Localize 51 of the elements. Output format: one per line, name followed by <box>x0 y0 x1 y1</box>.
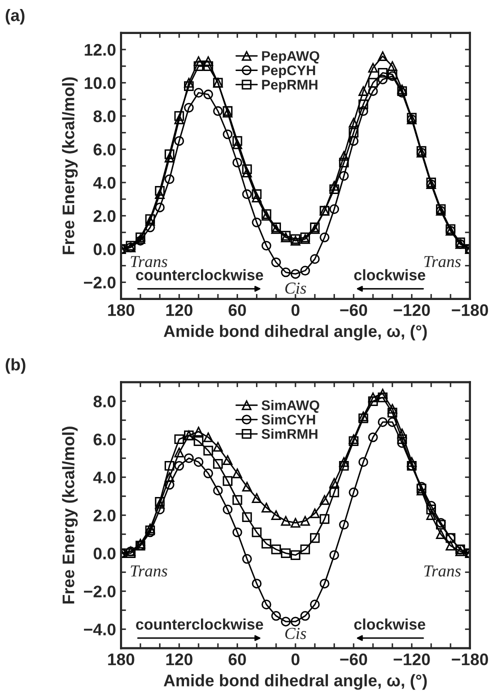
annotation: counterclockwise <box>136 618 264 630</box>
x-tick-label: 180 <box>108 654 134 666</box>
y-tick-label: −2.0 <box>84 586 116 598</box>
x-tick-label: −60 <box>340 304 368 316</box>
x-tick-label: −180 <box>452 654 488 666</box>
x-tick-label: 0 <box>291 304 300 316</box>
x-axis-title: Amide bond dihedral angle, ω, (°) <box>164 324 427 340</box>
y-axis-title: Free Energy (kcal/mol) <box>62 77 78 254</box>
y-tick-label: 2.0 <box>94 510 116 522</box>
annotation: Trans <box>424 256 461 268</box>
y-tick-label: 12.0 <box>84 44 116 56</box>
annotation: Cis <box>285 282 306 294</box>
x-tick-label: 120 <box>166 304 192 316</box>
x-tick-label: −120 <box>394 304 430 316</box>
chart-title: (a) <box>6 8 24 24</box>
y-tick-label: 4.0 <box>93 472 116 484</box>
legend-label: PepRMH <box>262 80 318 92</box>
y-tick-label: 0.0 <box>94 243 116 256</box>
y-tick-label: 6.0 <box>94 144 116 156</box>
y-tick-label: 10.0 <box>84 77 116 89</box>
legend-label: PepAWQ <box>262 51 320 64</box>
y-tick-label: 0.0 <box>94 548 116 560</box>
y-axis-title: Free Energy (kcal/mol) <box>62 426 78 604</box>
legend-label: SimRMH <box>262 428 318 439</box>
y-tick-label: 4.0 <box>93 176 116 189</box>
x-tick-label: 60 <box>228 654 246 666</box>
x-tick-label: 120 <box>166 654 192 666</box>
x-tick-label: −180 <box>452 304 488 316</box>
legend-label: SimAWQ <box>262 400 320 413</box>
x-tick-label: 0 <box>291 654 300 666</box>
y-tick-label: 2.0 <box>94 210 116 222</box>
x-tick-label: 60 <box>228 304 246 316</box>
annotation: counterclockwise <box>136 269 264 280</box>
y-tick-label: 6.0 <box>94 434 116 446</box>
y-tick-label: −4.0 <box>84 624 116 636</box>
x-axis-title: Amide bond dihedral angle, ω, (°) <box>164 674 427 690</box>
legend-label: PepCYH <box>262 65 316 78</box>
annotation: Trans <box>424 565 461 577</box>
y-tick-label: 8.0 <box>94 110 116 122</box>
annotation: Cis <box>285 628 306 640</box>
y-tick-label: −2.0 <box>84 276 116 288</box>
chart-title: (b) <box>6 358 26 374</box>
annotation: Trans <box>130 256 168 268</box>
x-tick-label: −60 <box>340 654 368 666</box>
annotation: clockwise <box>354 618 426 630</box>
x-tick-label: 180 <box>108 304 134 316</box>
annotation: Trans <box>130 565 168 577</box>
legend-label: SimCYH <box>262 414 316 425</box>
y-tick-label: 8.0 <box>94 396 116 408</box>
annotation: clockwise <box>354 269 426 280</box>
x-tick-label: −120 <box>394 654 430 666</box>
